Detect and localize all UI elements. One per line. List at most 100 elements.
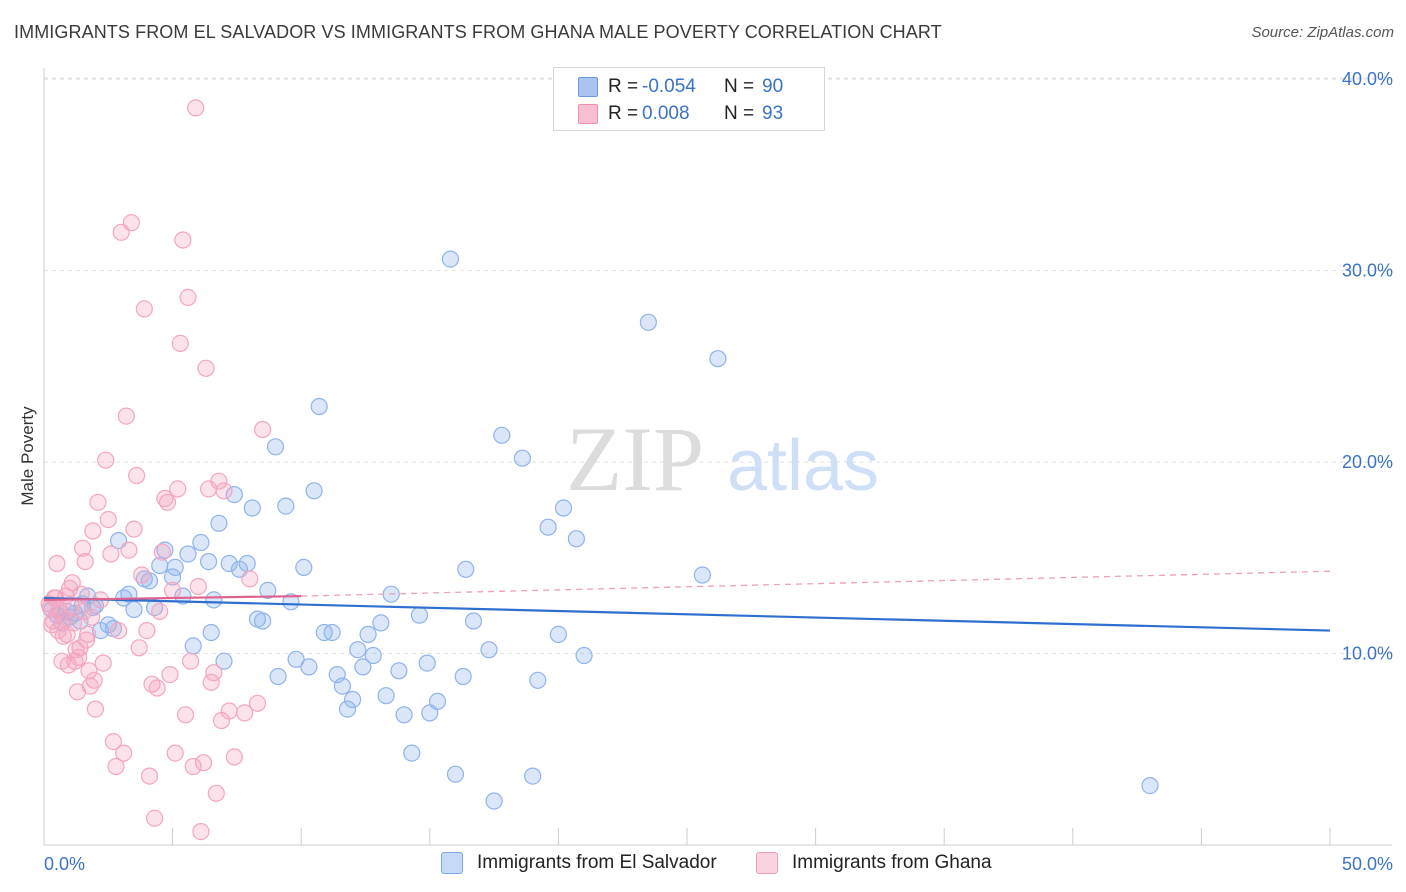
point-el-salvador [266,438,285,456]
point-el-salvador [493,426,511,444]
point-el-salvador [529,671,547,689]
point-el-salvador [295,558,313,577]
point-el-salvador [418,654,436,672]
point-ghana [225,748,243,766]
point-ghana [140,767,159,785]
point-el-salvador [575,646,593,665]
point-ghana [80,662,98,680]
point-ghana [82,608,101,626]
series-legend-label: Immigrants from Ghana [792,852,992,873]
point-ghana [107,757,125,776]
point-ghana [189,577,207,596]
point-ghana [205,664,223,682]
point-el-salvador [485,792,503,810]
series-swatch-ghana [756,852,778,874]
trend-line-ghana-extension [301,570,1331,597]
y-tick-label: 20.0% [1342,452,1393,472]
point-ghana [248,694,267,712]
point-el-salvador [200,552,218,571]
tick-labels: 10.0% 20.0% 30.0% 40.0% 0.0% 50.0% [44,69,1393,874]
point-ghana [84,522,102,540]
point-el-salvador [354,658,372,676]
point-ghana [97,451,115,469]
point-el-salvador [457,560,475,578]
point-el-salvador [709,350,727,368]
point-el-salvador [125,600,143,619]
point-el-salvador [639,313,658,331]
point-ghana [64,614,83,632]
point-ghana [151,602,169,621]
trend-lines [43,570,1331,632]
watermark-zip: ZIP [566,408,704,510]
point-el-salvador [192,533,210,552]
point-el-salvador [539,518,557,536]
point-ghana [176,706,195,724]
point-ghana [133,566,151,584]
series-legend-el-salvador[interactable]: Immigrants from El Salvador [441,852,717,874]
point-el-salvador [174,587,192,605]
point-el-salvador [693,566,712,584]
point-ghana [174,231,192,249]
point-el-salvador [184,637,202,655]
point-el-salvador [243,499,261,517]
series-swatch-el-salvador [441,852,463,874]
point-el-salvador [454,667,472,686]
point-ghana [76,552,94,571]
point-el-salvador [333,677,351,695]
legend-r-value: -0.054 [642,76,696,97]
point-ghana [197,359,215,377]
series-legend-ghana[interactable]: Immigrants from Ghana [756,852,992,874]
point-el-salvador [259,581,277,600]
trend-line-ghana [43,594,302,602]
legend-n-value: 93 [762,103,784,124]
legend-swatch-el-salvador [578,77,598,97]
point-ghana [179,288,197,306]
point-ghana [161,665,179,684]
point-ghana [135,300,153,318]
point-ghana [79,625,97,644]
point-ghana [153,543,171,561]
point-ghana [192,822,210,841]
point-ghana [184,757,202,776]
point-el-salvador [166,558,184,577]
legend-n-value: 90 [762,76,784,97]
point-ghana [102,545,120,563]
legend-row-el-salvador: R = -0.054 N = 90 [578,75,783,99]
y-tick-label: 30.0% [1342,261,1393,281]
point-ghana [117,407,135,425]
point-el-salvador [554,499,573,517]
point-ghana [89,493,107,511]
point-el-salvador [364,646,382,665]
point-el-salvador [225,486,243,504]
point-el-salvador [372,614,390,632]
data-points [40,99,1159,841]
point-el-salvador [1141,776,1159,795]
trend-line-el-salvador [43,596,1331,632]
legend-r-label: R = [608,76,639,97]
point-el-salvador [202,623,220,642]
point-el-salvador [179,545,197,563]
point-el-salvador [310,397,328,416]
point-ghana [182,652,200,670]
point-el-salvador [349,641,367,659]
point-el-salvador [395,706,413,724]
point-ghana [164,581,182,600]
point-ghana [122,214,140,232]
point-el-salvador [238,554,256,573]
point-ghana [120,541,138,559]
point-el-salvador [220,554,238,573]
legend-row-ghana: R = 0.008 N = 93 [578,102,783,126]
point-el-salvador [390,662,408,680]
point-ghana [54,627,72,645]
point-el-salvador [164,568,182,586]
point-ghana [220,702,238,720]
x-tick-label: 0.0% [44,854,85,874]
point-ghana [210,472,228,490]
point-ghana [130,639,148,657]
point-ghana [115,744,133,762]
point-ghana [86,700,105,718]
point-ghana [158,493,177,511]
point-el-salvador [480,641,498,659]
point-ghana [73,539,92,557]
